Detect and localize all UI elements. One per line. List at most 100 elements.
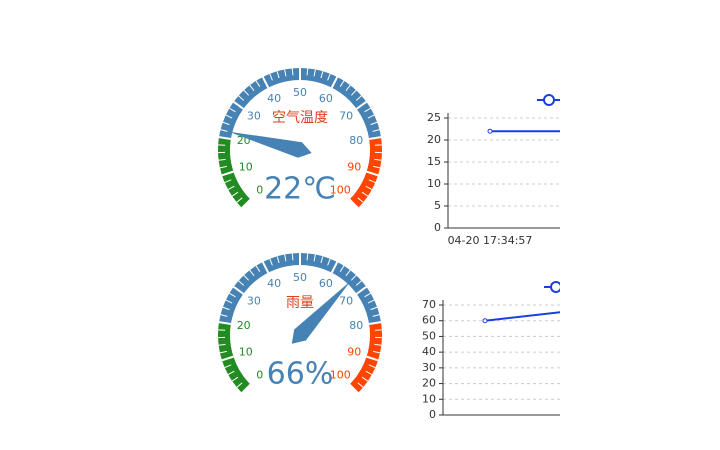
gauge-minor-tick [355,95,362,101]
gauge-minor-tick [222,306,230,311]
gauge-minor-tick [225,299,233,304]
gauge-minor-tick [348,198,359,209]
gauge-minor-tick [368,179,376,184]
gauge-minor-tick [221,355,234,362]
y-tick-label: 30 [422,361,436,374]
x-tick-label: 04-20 17:34:57 [448,234,533,247]
gauge-minor-tick [367,299,375,304]
gauge-minor-tick [364,292,371,298]
gauge-minor-tick [330,261,339,274]
gauge-minor-tick [225,114,233,119]
gauge-minor-tick [291,253,294,261]
gauge-minor-tick [313,254,316,262]
gauge-minor-tick [372,314,380,317]
y-tick-label: 10 [427,177,441,190]
gauge-minor-tick [370,121,378,126]
gauge-minor-tick [339,265,345,272]
gauge-minor-tick [243,89,250,96]
y-tick-label: 0 [429,408,436,421]
gauge-minor-tick [218,136,232,141]
gauge-minor-tick [313,69,316,77]
gauge-minor-tick [231,376,239,382]
gauge-value: 66% [267,357,334,392]
y-tick-label: 25 [427,111,441,124]
gauge-minor-tick [291,68,294,76]
gauge-minor-tick [261,261,270,274]
gauge-band [349,137,382,208]
gauge-tick-label: 10 [239,346,253,359]
gauge-minor-tick [373,165,381,169]
gauge-tick-label: 60 [319,277,333,290]
gauge-tick-label: 80 [349,319,363,332]
gauge-minor-tick [236,197,243,203]
gauge-band [349,322,382,393]
gauge-tick-label: 40 [267,92,281,105]
gauge-minor-tick [284,69,287,77]
gauge-tick-label: 70 [339,294,353,307]
gauge-minor-tick [229,292,236,298]
gauge-minor-tick [261,76,270,89]
gauge-minor-tick [345,84,351,92]
y-tick-label: 20 [422,377,436,390]
gauge-tick-label: 70 [339,109,353,122]
gauge-title: 雨量 [286,295,314,311]
gauge-minor-tick [227,370,235,375]
gauge-minor-tick [218,158,226,161]
y-tick-label: 20 [427,133,441,146]
gauge-minor-tick [374,158,382,161]
gauge-title: 空气温度 [272,110,328,126]
gauge-minor-tick [219,165,227,169]
gauge-minor-tick [373,350,381,354]
gauge-minor-tick [320,71,324,79]
gauge-minor-tick [320,256,324,264]
line-series [484,311,560,322]
gauge-minor-tick [276,71,280,79]
gauge-minor-tick [368,136,382,141]
gauge-minor-tick [255,80,261,87]
gauge-minor-tick [345,269,351,277]
gauge-minor-tick [368,364,376,369]
gauge-minor-tick [276,256,280,264]
gauge-minor-tick [224,179,232,184]
gauge-minor-tick [220,129,228,132]
y-tick-label: 50 [422,329,436,342]
gauge-minor-tick [356,285,367,295]
gauge-minor-tick [249,84,255,92]
gauge-minor-tick [350,89,357,96]
gauge-tick-label: 60 [319,92,333,105]
gauge-minor-tick [284,254,287,262]
gauge-minor-tick [357,382,364,388]
gauge-minor-tick [222,121,230,126]
gauge-minor-tick [219,350,227,354]
gauge-minor-tick [339,80,345,87]
legend-symbol [543,94,555,106]
gauge-minor-tick [365,185,373,190]
gauge-minor-tick [227,185,235,190]
y-tick-label: 10 [422,392,436,405]
y-tick-label: 60 [422,314,436,327]
gauge-tick-label: 50 [293,271,307,284]
gauge-minor-tick [361,191,369,197]
gauge-minor-tick [229,107,236,113]
gauge-minor-tick [364,107,371,113]
gauge-minor-tick [306,253,309,261]
legend-symbol [550,281,560,293]
gauge-rain: 010 20 30 40 50 60 70 80 90 100 雨量 66% [218,252,382,394]
gauge-minor-tick [269,73,273,81]
gauge-needle [228,131,312,158]
gauge-tick-label: 50 [293,86,307,99]
gauge-minor-tick [218,321,232,326]
gauge-tick-label: 20 [237,319,251,332]
gauge-minor-tick [366,170,379,177]
gauge-needle [291,281,351,344]
gauge-tick-label: 30 [247,109,261,122]
gauge-tick-label: 0 [256,368,263,381]
gauge-minor-tick [241,198,252,209]
gauge-minor-tick [224,364,232,369]
gauge-minor-tick [220,314,228,317]
gauge-minor-tick [367,114,375,119]
line-point [567,309,571,313]
gauge-value: 22℃ [264,172,336,207]
